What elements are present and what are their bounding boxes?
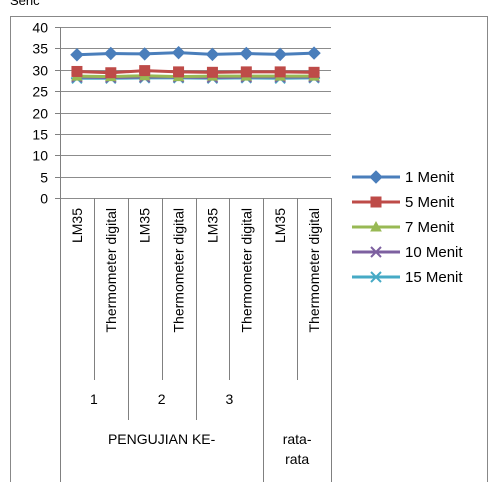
group-label-rata-rata: rata [285,451,309,467]
y-tick-label: 35 [32,41,48,57]
legend-label-1-menit: 1 Menit [405,169,455,186]
data-point-1-menit-3 [171,45,186,60]
y-tick-label: 30 [32,63,48,79]
category-label-2: LM35 [137,208,153,243]
y-tick-label: 15 [32,127,48,143]
y-tick-label: 20 [32,106,48,122]
legend-marker-15-menit [370,271,382,283]
group-label-rata-rata: rata- [283,431,312,447]
data-point-1-menit-0 [70,48,84,62]
legend-label-5-menit: 5 Menit [405,194,455,211]
data-point-5-menit-6 [274,66,286,78]
legend-marker-10-menit [370,246,382,258]
category-label-5: Thermometer digital [238,208,254,333]
data-point-5-menit-1 [105,67,117,79]
data-point-1-menit-5 [239,46,254,61]
category-label-6: LM35 [272,208,288,243]
y-tick-label: 0 [40,191,48,207]
legend-marker-5-menit [370,196,382,208]
data-point-5-menit-0 [71,65,83,77]
series-line-5-menit [76,69,315,75]
category-label-3: Thermometer digital [171,208,187,333]
chart-frame [10,16,488,482]
category-label-0: LM35 [69,208,85,243]
series-line-7-menit [76,74,315,79]
legend-marker-7-menit [370,220,382,232]
data-point-1-menit-7 [307,46,321,60]
y-tick-label: 10 [32,148,48,164]
data-point-5-menit-5 [240,66,252,78]
data-point-5-menit-7 [308,66,320,78]
trial-label-2: 2 [158,391,166,407]
data-point-5-menit-3 [173,66,185,78]
data-point-1-menit-6 [273,47,287,62]
legend-marker-1-menit [369,170,383,184]
legend-label-15-menit: 15 Menit [405,269,463,286]
category-label-1: Thermometer digital [103,208,119,333]
data-point-1-menit-1 [104,46,118,61]
trial-label-1: 1 [90,391,98,407]
group-label-pengujian: PENGUJIAN KE- [108,431,216,447]
page-header-fragment: Seric [10,0,40,8]
data-point-1-menit-4 [205,47,220,62]
data-point-5-menit-2 [139,65,151,77]
data-point-5-menit-4 [206,66,218,78]
y-tick-label: 40 [32,20,48,36]
legend-label-7-menit: 7 Menit [405,219,455,236]
y-tick-label: 5 [40,170,48,186]
category-label-4: LM35 [204,208,220,243]
data-point-1-menit-2 [137,47,152,61]
trial-label-3: 3 [225,391,233,407]
legend-label-10-menit: 10 Menit [405,244,463,261]
category-label-7: Thermometer digital [306,208,322,333]
y-tick-label: 25 [32,84,48,100]
